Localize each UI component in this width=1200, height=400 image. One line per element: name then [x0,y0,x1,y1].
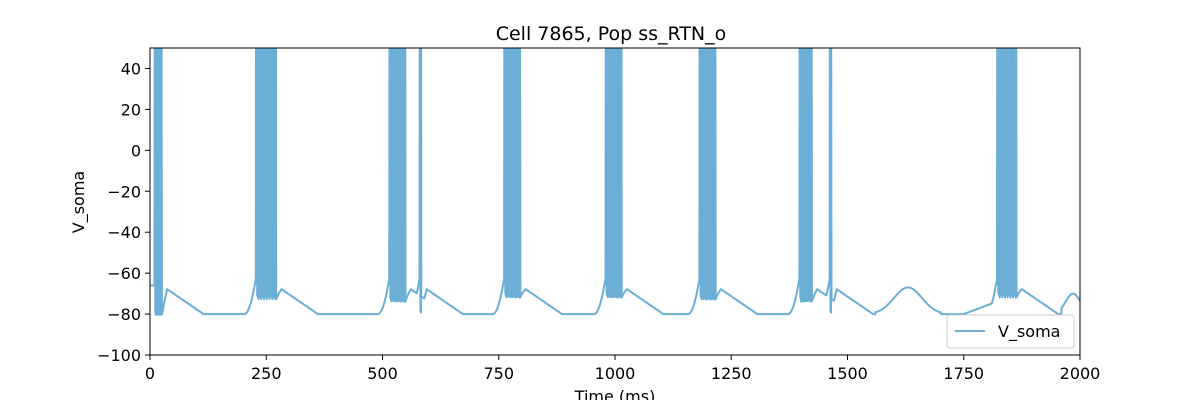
y-tick-label: 40 [121,59,141,78]
y-tick-label: 20 [121,100,141,119]
y-tick-label: −100 [97,346,141,365]
legend-box [946,314,1075,349]
x-tick-label: 1250 [711,364,752,383]
y-tick-label: −40 [107,223,141,242]
x-tick-label: 0 [145,364,155,383]
plot-area [149,47,1081,356]
x-tick-label: 250 [251,364,282,383]
series-line-v-soma [150,48,1080,316]
y-tick-label: −60 [107,264,141,283]
x-tick-label: 1000 [595,364,636,383]
legend: V_soma [946,314,1075,349]
y-tick-label: 0 [131,141,141,160]
y-axis-label: V_soma [69,171,89,233]
x-tick-label: 750 [483,364,514,383]
x-axis-label: Time (ms) [574,387,656,400]
x-tick-label: 500 [367,364,398,383]
x-tick-label: 2000 [1060,364,1101,383]
x-tick-label: 1500 [827,364,868,383]
y-tick-label: −80 [107,305,141,324]
x-tick-label: 1750 [943,364,984,383]
y-axis: −100 −80 −60 −40 −20 0 20 40 [97,59,150,365]
x-axis: 0 250 500 750 1000 1250 1500 1750 2000 [145,355,1100,383]
chart-title: Cell 7865, Pop ss_RTN_o [496,23,727,45]
legend-label: V_soma [998,322,1060,342]
y-tick-label: −20 [107,182,141,201]
